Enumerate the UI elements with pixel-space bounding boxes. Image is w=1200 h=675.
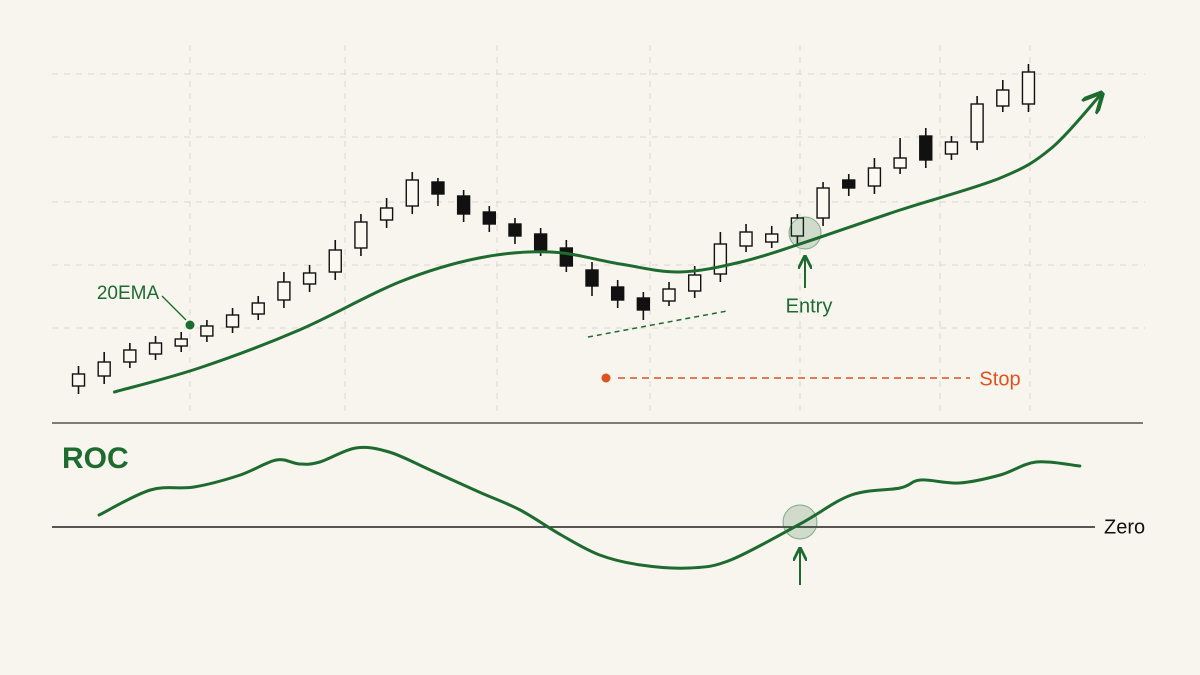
candle-body — [225, 314, 240, 328]
zero-label: Zero — [1104, 516, 1145, 538]
candle-body — [97, 361, 111, 377]
candle-body — [328, 249, 342, 273]
candle-body — [123, 349, 137, 363]
candle-body — [251, 302, 265, 315]
candle-body — [533, 233, 548, 251]
candle-body — [970, 103, 984, 143]
candle-body — [1021, 71, 1036, 105]
candle-body — [431, 181, 445, 195]
candle-body — [174, 338, 188, 347]
ema-dot — [185, 320, 195, 330]
support-line — [587, 310, 728, 338]
candle-body — [919, 135, 933, 161]
candle-body — [405, 179, 419, 207]
candle-body — [610, 286, 625, 301]
candle-body — [687, 274, 702, 292]
candle-body — [200, 325, 214, 337]
line-series — [112, 95, 1100, 394]
ema-leader — [161, 295, 187, 321]
candle-body — [765, 233, 779, 243]
candle-body — [713, 243, 728, 275]
candle-body — [302, 272, 317, 285]
line-series — [97, 445, 1082, 570]
candle-body — [996, 89, 1010, 107]
candle-body — [816, 187, 830, 219]
roc-cross-circle — [782, 504, 818, 540]
stop-label: Stop — [979, 368, 1020, 390]
candle-body — [867, 167, 882, 187]
grid — [52, 45, 1145, 415]
entry-circle — [788, 216, 822, 250]
candle-body — [739, 231, 753, 247]
candle-body — [944, 141, 959, 155]
candle-body — [277, 281, 291, 301]
candle-body — [636, 297, 651, 311]
roc-panel: Zero — [52, 445, 1145, 570]
candle-body — [456, 195, 471, 215]
candle-body — [482, 211, 497, 225]
candle-body — [662, 288, 676, 302]
candle-body — [893, 157, 907, 169]
candle-body — [842, 179, 856, 189]
price-panel — [71, 64, 1101, 394]
candle-body — [148, 342, 163, 355]
candle-body — [508, 223, 522, 237]
candle-body — [379, 207, 394, 221]
candle-body — [585, 269, 599, 287]
candle-body — [354, 221, 368, 249]
ema-label: 20EMA — [97, 283, 160, 304]
stop-dot — [601, 373, 611, 383]
candle-body — [559, 247, 574, 267]
candle-body — [790, 217, 805, 237]
candle-body — [71, 373, 86, 387]
roc-title: ROC — [62, 442, 129, 475]
entry-label: Entry — [786, 295, 833, 317]
